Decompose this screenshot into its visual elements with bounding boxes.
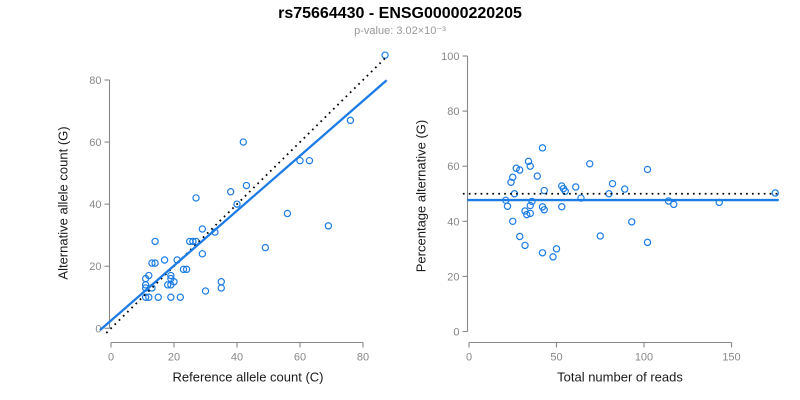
data-point bbox=[381, 51, 389, 59]
data-point bbox=[528, 197, 536, 206]
x-tick-label: 150 bbox=[722, 352, 740, 364]
data-point bbox=[561, 187, 569, 195]
data-point bbox=[226, 188, 235, 196]
data-point bbox=[549, 253, 557, 261]
data-point bbox=[507, 178, 515, 186]
data-point bbox=[160, 256, 169, 264]
data-point bbox=[608, 179, 617, 188]
left-yaxis-title: Alternative allele count (G) bbox=[55, 126, 71, 280]
y-tick-label: 80 bbox=[89, 75, 101, 87]
x-tick-label: 50 bbox=[550, 352, 562, 364]
y-tick-label: 20 bbox=[89, 261, 101, 273]
x-tick-label: 0 bbox=[466, 352, 472, 364]
data-point bbox=[572, 183, 580, 191]
data-point bbox=[154, 293, 162, 301]
data-point bbox=[296, 156, 304, 165]
data-point bbox=[283, 209, 292, 218]
x-tick-label: 40 bbox=[231, 352, 243, 364]
x-tick-label: 20 bbox=[168, 352, 180, 364]
data-point bbox=[628, 218, 636, 226]
data-point bbox=[503, 202, 512, 210]
data-point bbox=[538, 249, 547, 257]
y-tick-label: 60 bbox=[89, 137, 101, 149]
data-point bbox=[538, 144, 547, 152]
data-point bbox=[621, 185, 629, 193]
data-point bbox=[141, 293, 150, 301]
y-tick-label: 80 bbox=[447, 106, 459, 118]
data-point bbox=[163, 281, 172, 289]
x-tick-label: 100 bbox=[635, 352, 653, 364]
y-tick-label: 0 bbox=[95, 323, 101, 335]
data-point bbox=[192, 194, 200, 202]
data-point bbox=[179, 265, 188, 274]
data-point bbox=[167, 271, 175, 280]
data-point bbox=[167, 281, 175, 289]
x-tick-label: 60 bbox=[294, 352, 306, 364]
data-point bbox=[771, 189, 779, 197]
data-point bbox=[512, 164, 520, 172]
data-point bbox=[533, 172, 541, 180]
data-point bbox=[242, 181, 251, 190]
data-point bbox=[596, 232, 604, 240]
data-point bbox=[261, 243, 270, 252]
data-point bbox=[176, 293, 184, 301]
data-point bbox=[346, 116, 355, 125]
data-point bbox=[217, 284, 225, 292]
data-point bbox=[643, 165, 652, 174]
y-tick-label: 40 bbox=[447, 216, 459, 228]
figure-title: rs75664430 - ENSG00000220205 bbox=[278, 5, 522, 22]
x-tick-label: 0 bbox=[108, 352, 114, 364]
data-point bbox=[233, 200, 241, 208]
data-point bbox=[516, 232, 524, 241]
right-yaxis-title: Percentage alternative (G) bbox=[413, 119, 429, 273]
data-point bbox=[305, 156, 314, 165]
data-point bbox=[145, 293, 153, 301]
x-tick-label: 80 bbox=[357, 352, 369, 364]
data-point bbox=[670, 200, 678, 209]
y-tick-label: 0 bbox=[453, 327, 459, 339]
data-point bbox=[509, 173, 517, 181]
data-point bbox=[198, 250, 207, 258]
data-point bbox=[167, 293, 175, 301]
data-point bbox=[516, 166, 524, 174]
data-point bbox=[182, 265, 191, 274]
identity-line bbox=[105, 56, 388, 334]
right-xaxis-title: Total number of reads bbox=[557, 369, 683, 385]
trend-line bbox=[99, 79, 388, 332]
data-point bbox=[324, 222, 333, 230]
y-tick-label: 60 bbox=[447, 161, 459, 173]
data-point bbox=[586, 160, 594, 168]
data-point bbox=[509, 217, 517, 225]
data-point bbox=[524, 157, 533, 166]
pvalue-subtitle: p-value: 3.02×10⁻³ bbox=[354, 25, 446, 37]
data-point bbox=[521, 241, 529, 250]
data-point bbox=[521, 207, 529, 215]
data-point bbox=[189, 237, 197, 246]
data-point bbox=[526, 201, 534, 210]
data-point bbox=[643, 238, 652, 247]
y-tick-label: 100 bbox=[441, 51, 459, 63]
data-point bbox=[217, 278, 225, 286]
data-point bbox=[151, 237, 159, 246]
data-point bbox=[141, 281, 150, 289]
data-point bbox=[540, 206, 548, 214]
y-tick-label: 40 bbox=[89, 199, 101, 211]
data-point bbox=[523, 210, 531, 219]
data-point bbox=[558, 203, 566, 211]
data-point bbox=[148, 259, 156, 267]
left-xaxis-title: Reference allele count (C) bbox=[172, 369, 324, 385]
data-point bbox=[151, 259, 159, 267]
data-point bbox=[198, 225, 207, 233]
y-tick-label: 20 bbox=[447, 271, 459, 283]
data-point bbox=[201, 287, 210, 295]
data-point bbox=[526, 162, 534, 170]
data-point bbox=[552, 245, 561, 253]
data-point bbox=[540, 186, 548, 195]
data-point bbox=[239, 138, 247, 146]
